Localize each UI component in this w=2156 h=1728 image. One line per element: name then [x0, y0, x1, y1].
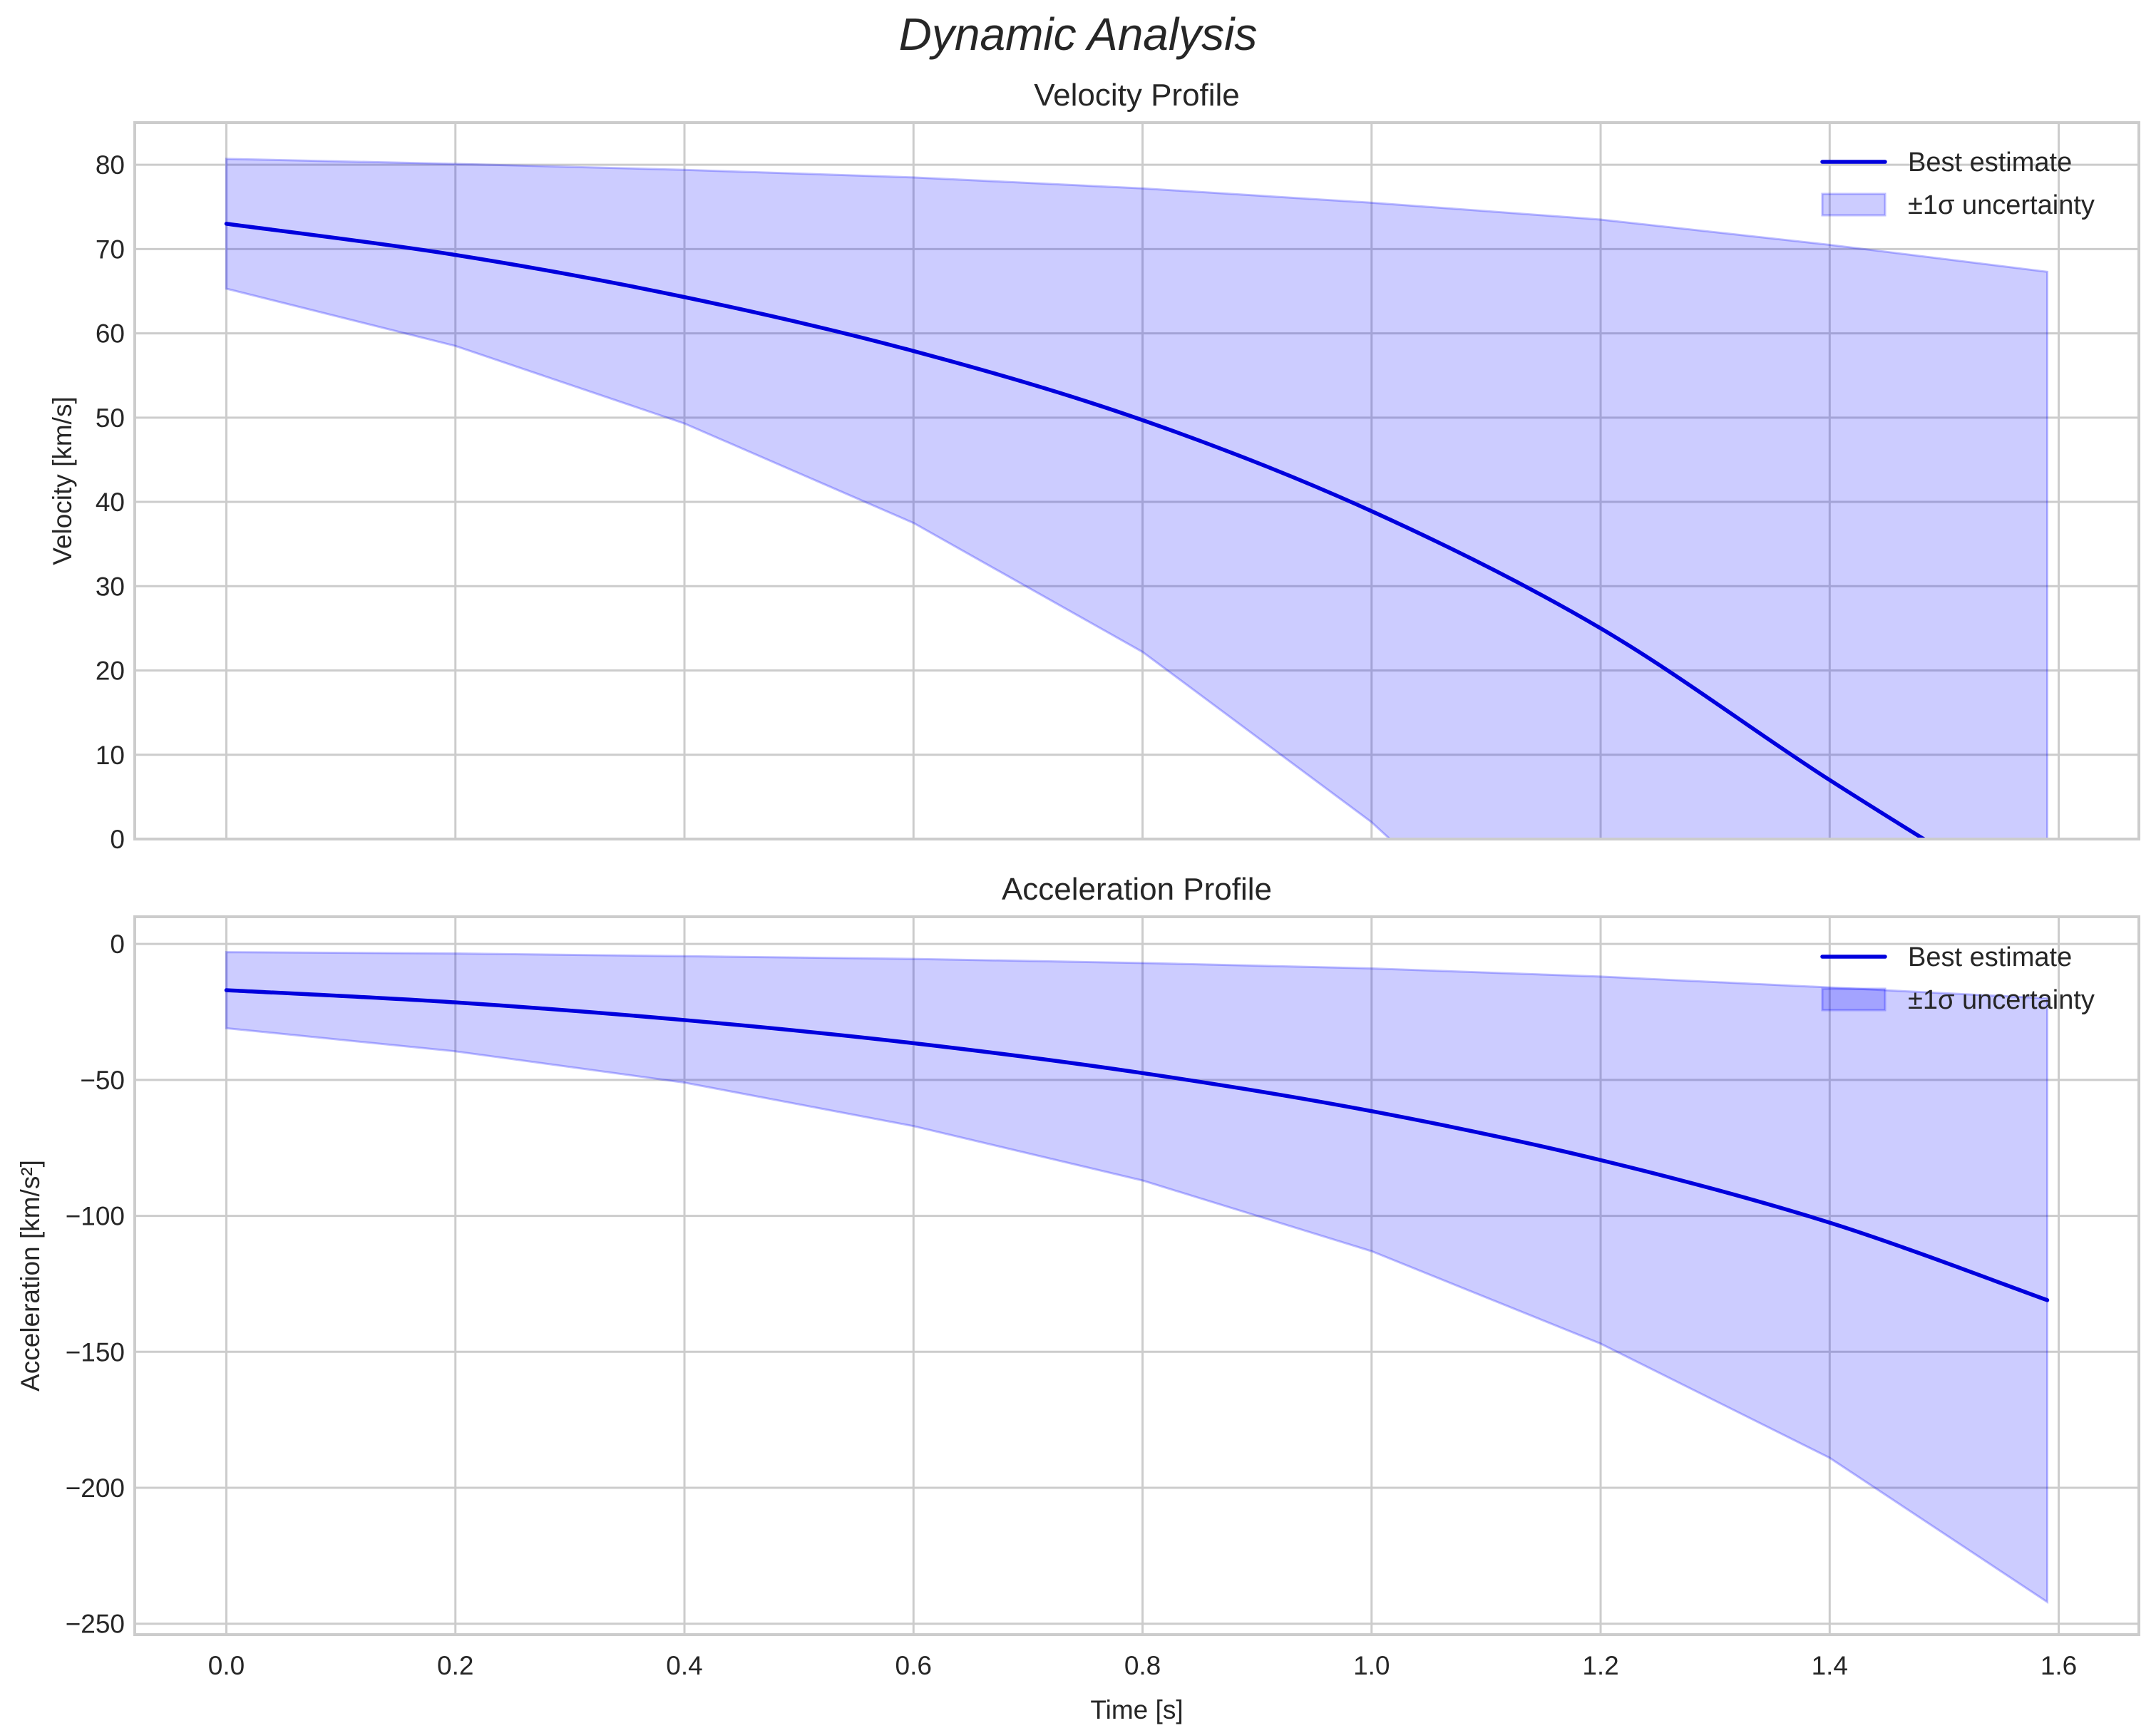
legend-band-swatch — [1821, 987, 1886, 1012]
y-tick-label: 0 — [110, 930, 125, 959]
x-tick-label: 1.2 — [1582, 1651, 1618, 1680]
legend-label: Best estimate — [1908, 148, 2072, 178]
y-axis-label: Acceleration [km/s²] — [16, 1160, 45, 1392]
y-tick-label: −200 — [66, 1474, 125, 1503]
y-tick-label: 70 — [96, 235, 125, 264]
y-tick-label: −250 — [66, 1610, 125, 1639]
y-axis-label: Velocity [km/s] — [48, 396, 77, 565]
uncertainty-band — [225, 951, 2048, 1605]
subplot-title: Velocity Profile — [1034, 78, 1240, 113]
grid — [135, 123, 2139, 840]
x-tick-label: 0.4 — [666, 1651, 702, 1680]
legend-label: ±1σ uncertainty — [1908, 985, 2095, 1015]
y-tick-label: 40 — [96, 488, 125, 517]
x-tick-label: 0.2 — [437, 1651, 473, 1680]
x-tick-label: 0.6 — [895, 1651, 932, 1680]
y-tick-label: 20 — [96, 657, 125, 686]
best-estimate-line — [224, 988, 2050, 1302]
y-tick-label: 50 — [96, 403, 125, 433]
legend-label: Best estimate — [1908, 942, 2072, 972]
legend: Best estimate ±1σ uncertainty — [1820, 148, 2095, 220]
figure-title: Dynamic Analysis — [899, 9, 1258, 60]
y-tick-label: −150 — [66, 1337, 125, 1367]
y-tick-label: −50 — [80, 1066, 125, 1095]
y-tick-label: 60 — [96, 319, 125, 349]
x-tick-label: 0.0 — [208, 1651, 245, 1680]
x-tick-label: 0.8 — [1124, 1651, 1161, 1680]
x-tick-label: 1.0 — [1353, 1651, 1390, 1680]
y-tick-label: 80 — [96, 150, 125, 180]
subplot-title: Acceleration Profile — [1002, 872, 1272, 907]
x-axis-label: Time [s] — [1090, 1695, 1183, 1724]
legend-band-swatch — [1821, 192, 1886, 217]
axes-frame — [133, 915, 2140, 1636]
best-estimate-line — [224, 222, 1928, 839]
y-tick-label: 10 — [96, 741, 125, 770]
acceleration-plot: Acceleration Profile 0 −50 −100 −150 −200 −250… — [16, 872, 2140, 1724]
uncertainty-band — [225, 158, 2048, 839]
y-tick-label: −100 — [66, 1202, 125, 1231]
y-tick-label: 30 — [96, 572, 125, 601]
x-tick-label: 1.6 — [2040, 1651, 2077, 1680]
axes-frame — [133, 121, 2140, 840]
legend: Best estimate ±1σ uncertainty — [1820, 942, 2095, 1015]
x-tick-label: 1.4 — [1812, 1651, 1848, 1680]
y-tick-label: 0 — [110, 825, 125, 854]
velocity-plot: Velocity Profile 0 10 20 30 40 50 60 70 80 Velocit… — [48, 78, 2140, 854]
legend-label: ±1σ uncertainty — [1908, 190, 2095, 220]
